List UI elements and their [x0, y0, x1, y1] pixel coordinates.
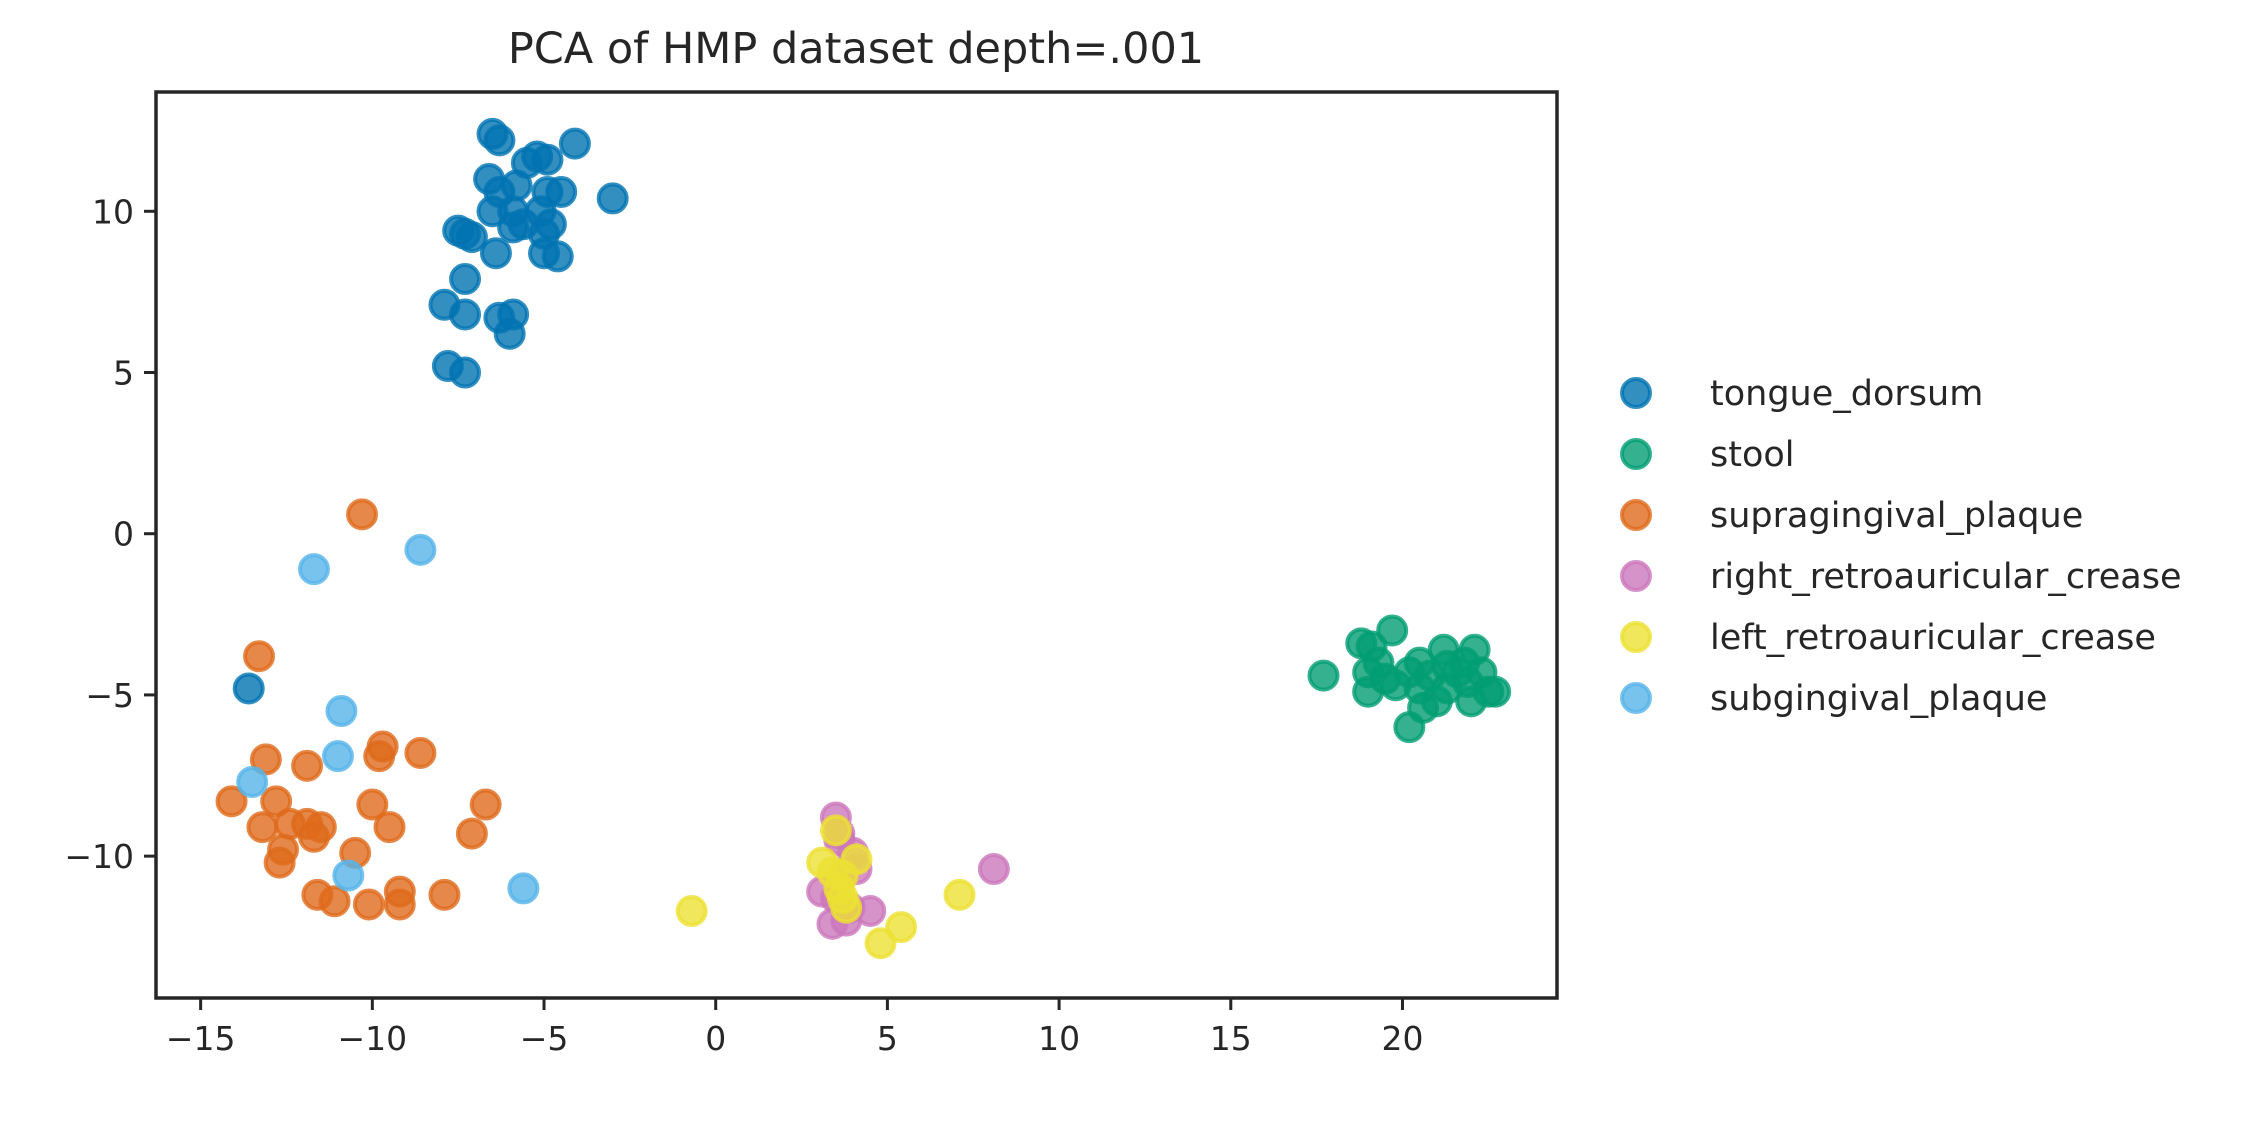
- point-supragingival_plaque-8: [260, 785, 293, 818]
- point-stool-26: [1393, 711, 1426, 744]
- legend-label-tongue_dorsum: tongue_dorsum: [1710, 374, 1983, 414]
- y-tick-label-3: 5: [113, 354, 134, 393]
- plot-area: [154, 90, 1559, 1000]
- point-supragingival_plaque-5: [363, 740, 396, 773]
- point-supragingival_plaque-6: [404, 736, 437, 769]
- point-supragingival_plaque-2: [249, 743, 282, 776]
- point-subgingival_plaque-6: [507, 872, 540, 905]
- y-axis: −10 −5 0 5 10: [64, 192, 156, 876]
- point-tongue_dorsum-26: [449, 298, 482, 331]
- point-subgingival_plaque-5: [332, 859, 365, 892]
- x-tick-label-5: 10: [1038, 1019, 1080, 1058]
- point-left_retroauricular_crease-11: [943, 878, 976, 911]
- point-supragingival_plaque-17: [455, 817, 488, 850]
- point-tongue_dorsum-23: [541, 240, 574, 273]
- point-subgingival_plaque-3: [321, 740, 354, 773]
- point-supragingival_plaque-22: [318, 885, 351, 918]
- point-supragingival_plaque-16: [373, 811, 406, 844]
- y-tick-label-0: −10: [64, 837, 134, 876]
- point-supragingival_plaque-19: [263, 846, 296, 879]
- legend-label-stool: stool: [1710, 435, 1795, 475]
- point-tongue_dorsum-10: [545, 175, 578, 208]
- legend-label-subgingival_plaque: subgingival_plaque: [1710, 679, 2047, 719]
- point-subgingival_plaque-4: [236, 765, 269, 798]
- point-tongue_dorsum-29: [493, 317, 526, 350]
- point-right_retroauricular_crease-12: [977, 853, 1010, 886]
- point-tongue_dorsum-33: [232, 672, 265, 705]
- point-tongue_dorsum-21: [479, 237, 512, 270]
- point-tongue_dorsum-31: [449, 356, 482, 389]
- point-supragingival_plaque-10: [469, 788, 502, 821]
- point-supragingival_plaque-9: [356, 788, 389, 821]
- point-subgingival_plaque-1: [404, 533, 437, 566]
- point-tongue_dorsum-32: [596, 182, 629, 215]
- point-supragingival_plaque-23: [352, 888, 385, 921]
- point-supragingival_plaque-1: [243, 640, 276, 673]
- point-tongue_dorsum-5: [558, 127, 591, 160]
- x-tick-label-1: −10: [338, 1019, 408, 1058]
- point-stool-7: [1352, 675, 1385, 708]
- point-supragingival_plaque-11: [246, 811, 279, 844]
- plot-frame: [154, 90, 1559, 1000]
- point-stool-24: [1455, 685, 1488, 718]
- point-supragingival_plaque-3: [291, 749, 324, 782]
- y-tick-label-4: 10: [92, 192, 134, 231]
- point-left_retroauricular_crease-1: [819, 814, 852, 847]
- point-subgingival_plaque-0: [297, 553, 330, 586]
- point-supragingival_plaque-25: [383, 888, 416, 921]
- x-tick-label-3: 0: [705, 1019, 726, 1058]
- point-tongue_dorsum-1: [483, 124, 516, 157]
- x-axis: −15 −10 −5 0 5 10 15 20: [166, 998, 1423, 1058]
- y-tick-label-2: 0: [113, 515, 134, 554]
- legend-marker-left_retroauricular_crease: [1620, 621, 1652, 653]
- legend-label-right_retroauricular_crease: right_retroauricular_crease: [1710, 557, 2182, 597]
- legend-marker-stool: [1620, 438, 1652, 470]
- point-left_retroauricular_crease-5: [840, 843, 873, 876]
- point-left_retroauricular_crease-9: [864, 927, 897, 960]
- legend-marker-tongue_dorsum: [1620, 377, 1652, 409]
- legend-label-supragingival_plaque: supragingival_plaque: [1710, 496, 2083, 536]
- point-tongue_dorsum-4: [531, 143, 564, 176]
- legend-label-left_retroauricular_crease: left_retroauricular_crease: [1710, 618, 2156, 658]
- point-left_retroauricular_crease-8: [830, 891, 863, 924]
- legend-marker-supragingival_plaque: [1620, 499, 1652, 531]
- point-left_retroauricular_crease-0: [675, 894, 708, 927]
- point-tongue_dorsum-24: [449, 263, 482, 296]
- x-tick-label-0: −15: [166, 1019, 236, 1058]
- point-supragingival_plaque-0: [346, 498, 379, 531]
- point-subgingival_plaque-2: [325, 695, 358, 728]
- point-supragingival_plaque-7: [215, 785, 248, 818]
- point-tongue_dorsum-8: [500, 169, 533, 202]
- x-tick-label-2: −5: [520, 1019, 569, 1058]
- points-layer: [215, 117, 1512, 960]
- point-left_retroauricular_crease-10: [885, 911, 918, 944]
- y-tick-label-1: −5: [85, 676, 134, 715]
- point-supragingival_plaque-26: [428, 878, 461, 911]
- legend-marker-subgingival_plaque: [1620, 682, 1652, 714]
- chart-title: PCA of HMP dataset depth=.001: [508, 24, 1204, 74]
- legend-marker-right_retroauricular_crease: [1620, 560, 1652, 592]
- x-tick-label-4: 5: [877, 1019, 898, 1058]
- point-tongue_dorsum-19: [455, 221, 488, 254]
- point-stool-3: [1376, 614, 1409, 647]
- point-stool-0: [1307, 659, 1340, 692]
- x-tick-label-6: 15: [1210, 1019, 1252, 1058]
- point-tongue_dorsum-20: [497, 211, 530, 244]
- point-supragingival_plaque-15: [297, 820, 330, 853]
- x-tick-label-7: 20: [1381, 1019, 1423, 1058]
